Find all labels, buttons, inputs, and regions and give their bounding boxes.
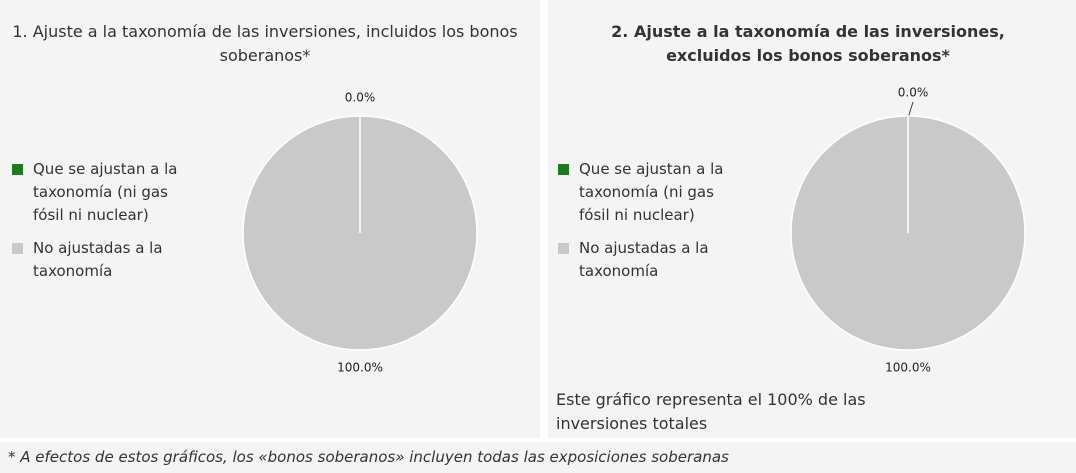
pie-chart: 0.0% 100.0% [790, 86, 1026, 375]
pie-slice [242, 115, 478, 351]
chart-note: Este gráfico representa el 100% de las i… [556, 390, 866, 433]
chart-panel: 2. Ajuste a la taxonomía de las inversio… [548, 0, 1076, 438]
legend-label: Que se ajustan a la taxonomía (ni gas fó… [579, 160, 724, 224]
pie-chart: 0.0% 100.0% [242, 91, 478, 375]
pie-slice [790, 115, 1026, 351]
data-label: 0.0% [345, 91, 376, 105]
data-label: 0.0% [898, 86, 929, 100]
legend-swatch [558, 243, 569, 254]
chart-panel: 1. Ajuste a la taxonomía de las inversio… [0, 0, 540, 438]
chart-title: 1. Ajuste a la taxonomía de las inversio… [12, 22, 518, 65]
chart-title: 2. Ajuste a la taxonomía de las inversio… [611, 22, 1005, 65]
legend-label: No ajustadas a la taxonomía [33, 239, 163, 280]
legend-swatch [12, 243, 23, 254]
legend-swatch [558, 164, 569, 175]
data-label: 100.0% [337, 361, 383, 375]
data-label: 100.0% [885, 361, 931, 375]
legend-label: No ajustadas a la taxonomía [579, 239, 709, 280]
legend-label: Que se ajustan a la taxonomía (ni gas fó… [33, 160, 178, 224]
legend-swatch [12, 164, 23, 175]
footnote: * A efectos de estos gráficos, los «bono… [0, 442, 1076, 473]
